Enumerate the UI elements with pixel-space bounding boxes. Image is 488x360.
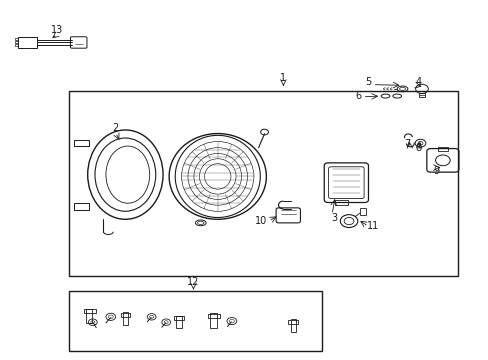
Bar [19, 37, 37, 48]
Text: 8: 8 [415, 143, 421, 153]
Bar [359, 208, 365, 215]
Text: 12: 12 [187, 277, 199, 287]
Bar [437, 147, 447, 152]
Bar [335, 200, 347, 205]
Bar [74, 140, 89, 146]
Bar [290, 319, 295, 332]
Bar [15, 44, 19, 46]
Bar [121, 313, 129, 317]
Text: 2: 2 [112, 123, 119, 133]
Bar [69, 291, 322, 351]
Text: 10: 10 [255, 216, 267, 226]
Text: 7: 7 [404, 139, 409, 149]
Text: 9: 9 [432, 166, 439, 176]
Bar [207, 314, 220, 318]
Text: 5: 5 [365, 77, 371, 87]
Text: 4: 4 [415, 77, 421, 87]
Bar [418, 93, 425, 97]
Text: 1: 1 [280, 73, 286, 83]
Bar [69, 91, 458, 276]
Bar [86, 309, 92, 323]
Bar [210, 313, 216, 328]
Bar [74, 203, 89, 210]
Text: 11: 11 [366, 221, 379, 231]
Bar [15, 41, 19, 43]
Bar [15, 38, 19, 40]
Bar [83, 309, 96, 313]
Bar [176, 316, 182, 328]
Bar [287, 320, 298, 324]
Text: 3: 3 [331, 212, 337, 222]
Text: 13: 13 [51, 25, 63, 35]
Bar [122, 312, 127, 325]
Text: 6: 6 [355, 91, 361, 101]
Bar [174, 316, 183, 320]
